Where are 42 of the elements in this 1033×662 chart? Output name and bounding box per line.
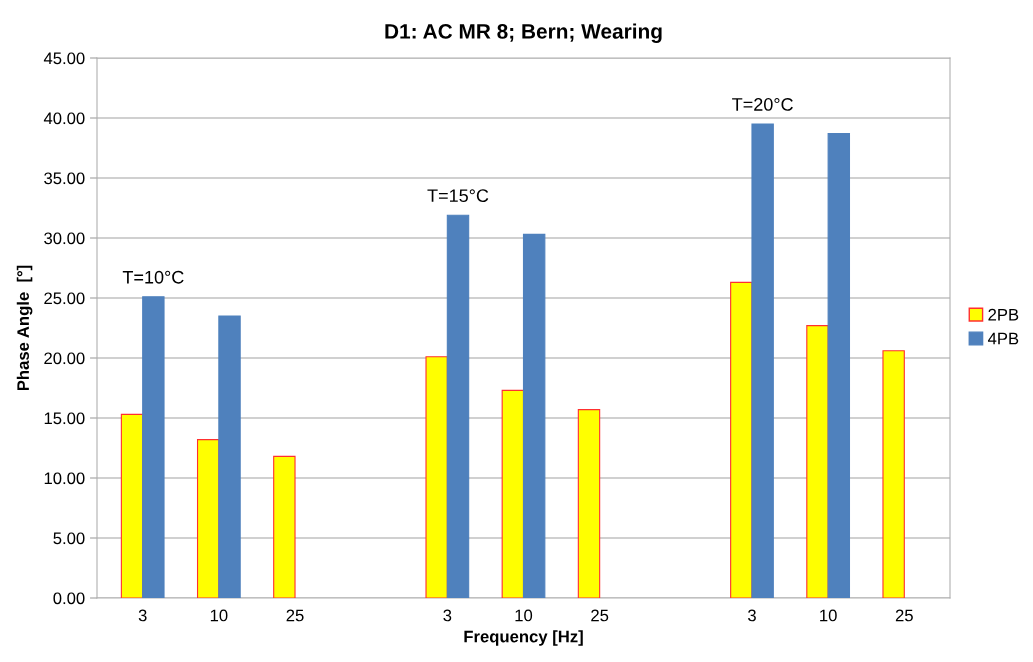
x-tick-label: 25 (286, 609, 304, 622)
x-tick-label: 10 (820, 609, 837, 622)
bar (501, 389, 525, 598)
x-tick-label: 3 (138, 609, 147, 622)
bar (425, 356, 448, 598)
bar (522, 233, 546, 598)
y-tick-label: 5.00 (53, 532, 85, 545)
y-tick-label: 35.00 (44, 172, 85, 185)
legend-label: 2PB (988, 308, 1019, 321)
y-tick-label: 45.00 (43, 52, 85, 65)
bar (827, 133, 851, 598)
annotation: T=15°C (427, 189, 489, 203)
legend-label: 4PB (987, 332, 1019, 345)
bar (730, 281, 753, 598)
x-tick-label: 10 (210, 609, 228, 622)
y-tick-label: 30.00 (44, 232, 85, 245)
y-tick-label: 15.00 (44, 412, 85, 425)
bar (120, 413, 144, 598)
bar (882, 350, 905, 598)
bar (142, 296, 165, 598)
bar (446, 214, 470, 598)
bar (273, 455, 296, 598)
bar (751, 123, 774, 598)
y-tick-label: 25.00 (44, 292, 85, 305)
x-tick-label: 10 (515, 609, 533, 622)
bar (577, 409, 601, 598)
x-tick-label: 25 (895, 609, 913, 622)
x-tick-label: 3 (747, 609, 756, 622)
y-tick-label: 40.00 (43, 112, 85, 125)
bar (196, 439, 220, 598)
y-axis-title: Phase Angle [°] (16, 265, 33, 391)
y-tick-label: 20.00 (44, 352, 85, 365)
bar (218, 315, 241, 598)
y-tick-label: 10.00 (44, 472, 85, 485)
annotation: T=10°C (122, 270, 184, 284)
annotation: T=20°C (732, 98, 793, 111)
bar (806, 325, 829, 598)
x-axis-title: Frequency [Hz] (464, 630, 583, 646)
y-tick-label: 0.00 (53, 592, 85, 605)
x-tick-label: 3 (443, 609, 452, 622)
chart-title: D1: AC MR 8; Bern; Wearing (385, 23, 662, 43)
x-tick-label: 25 (591, 609, 609, 622)
